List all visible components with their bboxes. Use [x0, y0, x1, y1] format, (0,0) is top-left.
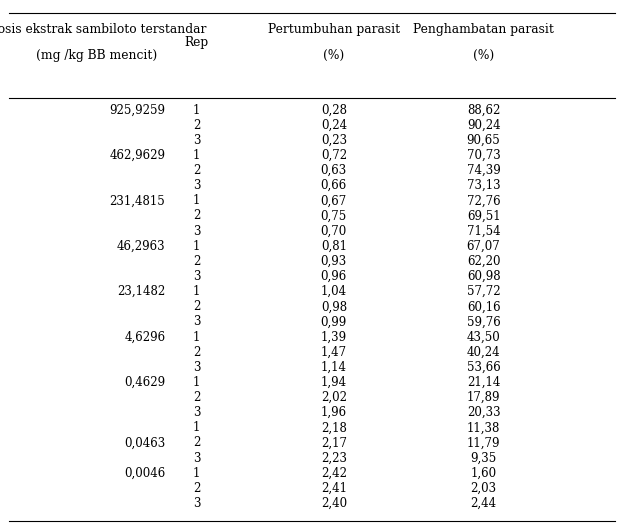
- Text: 2,42: 2,42: [321, 467, 347, 479]
- Text: 1,14: 1,14: [321, 361, 347, 374]
- Text: Penghambatan parasit: Penghambatan parasit: [413, 23, 554, 36]
- Text: 57,72: 57,72: [467, 285, 500, 298]
- Text: 0,96: 0,96: [321, 270, 347, 283]
- Text: Pertumbuhan parasit: Pertumbuhan parasit: [268, 23, 400, 36]
- Text: 67,07: 67,07: [467, 240, 500, 253]
- Text: 1,39: 1,39: [321, 331, 347, 344]
- Text: 0,4629: 0,4629: [124, 376, 165, 389]
- Text: 3: 3: [193, 452, 200, 465]
- Text: (%): (%): [323, 49, 344, 62]
- Text: 1,94: 1,94: [321, 376, 347, 389]
- Text: 2,40: 2,40: [321, 497, 347, 510]
- Text: 1: 1: [193, 467, 200, 479]
- Text: 60,98: 60,98: [467, 270, 500, 283]
- Text: 2,41: 2,41: [321, 482, 347, 495]
- Text: 2,18: 2,18: [321, 422, 347, 434]
- Text: 3: 3: [193, 497, 200, 510]
- Text: 72,76: 72,76: [467, 194, 500, 207]
- Text: 1,47: 1,47: [321, 346, 347, 358]
- Text: 2: 2: [193, 391, 200, 404]
- Text: 0,0046: 0,0046: [124, 467, 165, 479]
- Text: 0,23: 0,23: [321, 134, 347, 147]
- Text: 88,62: 88,62: [467, 104, 500, 116]
- Text: Dosis ekstrak sambiloto terstandar: Dosis ekstrak sambiloto terstandar: [0, 23, 206, 36]
- Text: 0,67: 0,67: [321, 194, 347, 207]
- Text: 0,75: 0,75: [321, 210, 347, 222]
- Text: 3: 3: [193, 406, 200, 419]
- Text: (%): (%): [473, 49, 494, 62]
- Text: 0,0463: 0,0463: [124, 436, 165, 449]
- Text: 3: 3: [193, 361, 200, 374]
- Text: 69,51: 69,51: [467, 210, 500, 222]
- Text: 20,33: 20,33: [467, 406, 500, 419]
- Text: 3: 3: [193, 225, 200, 237]
- Text: 1: 1: [193, 194, 200, 207]
- Text: 2,17: 2,17: [321, 436, 347, 449]
- Text: 0,93: 0,93: [321, 255, 347, 268]
- Text: 3: 3: [193, 134, 200, 147]
- Text: 1: 1: [193, 422, 200, 434]
- Text: 2: 2: [193, 346, 200, 358]
- Text: 2,44: 2,44: [470, 497, 497, 510]
- Text: 2: 2: [193, 210, 200, 222]
- Text: 73,13: 73,13: [467, 179, 500, 192]
- Text: 0,98: 0,98: [321, 301, 347, 313]
- Text: 90,24: 90,24: [467, 119, 500, 132]
- Text: 0,99: 0,99: [321, 315, 347, 328]
- Text: 0,24: 0,24: [321, 119, 347, 132]
- Text: 11,79: 11,79: [467, 436, 500, 449]
- Text: 3: 3: [193, 315, 200, 328]
- Text: 1,96: 1,96: [321, 406, 347, 419]
- Text: 2: 2: [193, 119, 200, 132]
- Text: 1: 1: [193, 376, 200, 389]
- Text: 9,35: 9,35: [470, 452, 497, 465]
- Text: 43,50: 43,50: [467, 331, 500, 344]
- Text: 2: 2: [193, 301, 200, 313]
- Text: 3: 3: [193, 270, 200, 283]
- Text: 23,1482: 23,1482: [117, 285, 165, 298]
- Text: 60,16: 60,16: [467, 301, 500, 313]
- Text: 1: 1: [193, 149, 200, 162]
- Text: 2: 2: [193, 436, 200, 449]
- Text: 1: 1: [193, 104, 200, 116]
- Text: 53,66: 53,66: [467, 361, 500, 374]
- Text: 462,9629: 462,9629: [109, 149, 165, 162]
- Text: 1: 1: [193, 240, 200, 253]
- Text: 4,6296: 4,6296: [124, 331, 165, 344]
- Text: 2: 2: [193, 164, 200, 177]
- Text: 1,04: 1,04: [321, 285, 347, 298]
- Text: 90,65: 90,65: [467, 134, 500, 147]
- Text: 17,89: 17,89: [467, 391, 500, 404]
- Text: 11,38: 11,38: [467, 422, 500, 434]
- Text: 0,70: 0,70: [321, 225, 347, 237]
- Text: 40,24: 40,24: [467, 346, 500, 358]
- Text: 1: 1: [193, 331, 200, 344]
- Text: 62,20: 62,20: [467, 255, 500, 268]
- Text: 2,03: 2,03: [470, 482, 497, 495]
- Text: 2: 2: [193, 255, 200, 268]
- Text: 1: 1: [193, 285, 200, 298]
- Text: 74,39: 74,39: [467, 164, 500, 177]
- Text: (mg /kg BB mencit): (mg /kg BB mencit): [36, 49, 157, 62]
- Text: 0,28: 0,28: [321, 104, 347, 116]
- Text: 0,81: 0,81: [321, 240, 347, 253]
- Text: 2,02: 2,02: [321, 391, 347, 404]
- Text: 0,72: 0,72: [321, 149, 347, 162]
- Text: 231,4815: 231,4815: [110, 194, 165, 207]
- Text: 2: 2: [193, 482, 200, 495]
- Text: 1,60: 1,60: [470, 467, 497, 479]
- Text: 0,66: 0,66: [321, 179, 347, 192]
- Text: 71,54: 71,54: [467, 225, 500, 237]
- Text: 59,76: 59,76: [467, 315, 500, 328]
- Text: 3: 3: [193, 179, 200, 192]
- Text: 21,14: 21,14: [467, 376, 500, 389]
- Text: Rep: Rep: [185, 36, 208, 49]
- Text: 46,2963: 46,2963: [117, 240, 165, 253]
- Text: 70,73: 70,73: [467, 149, 500, 162]
- Text: 925,9259: 925,9259: [109, 104, 165, 116]
- Text: 2,23: 2,23: [321, 452, 347, 465]
- Text: 0,63: 0,63: [321, 164, 347, 177]
